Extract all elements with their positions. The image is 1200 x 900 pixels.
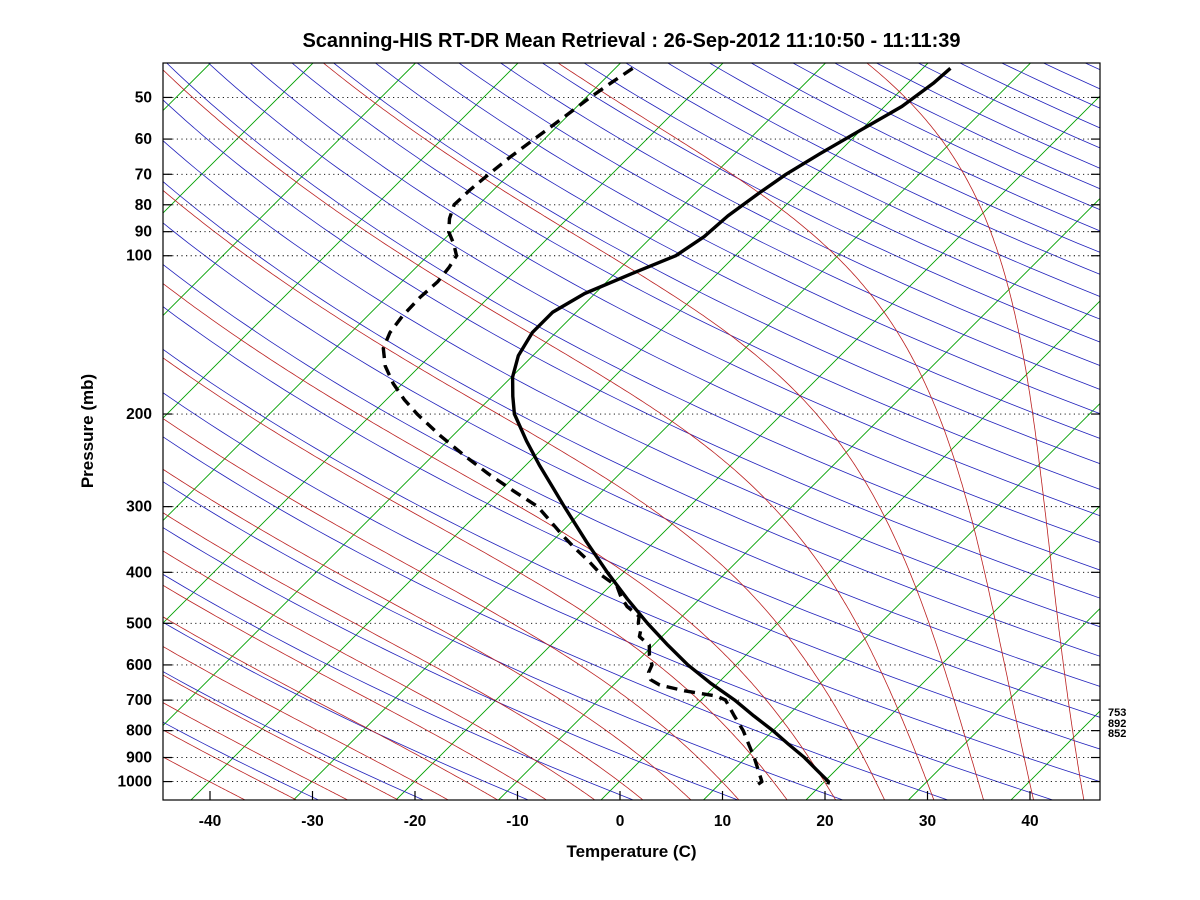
chart-title: Scanning-HIS RT-DR Mean Retrieval : 26-S… <box>302 30 961 52</box>
sounding-profiles <box>381 66 952 786</box>
annotation-value: 892 <box>1108 717 1127 730</box>
pressure-tick-label: 50 <box>135 89 152 106</box>
pressure-tick-label: 900 <box>126 750 152 767</box>
temperature-tick-label: -10 <box>506 813 528 830</box>
pressure-tick-label: 500 <box>126 615 152 632</box>
temperature-profile-line <box>510 67 952 785</box>
dewpoint-profile-line <box>381 66 764 786</box>
plot-area <box>163 63 1100 800</box>
pressure-tick-label: 70 <box>135 166 152 183</box>
dry-adiabat-lines <box>163 63 1100 800</box>
pressure-tick-label: 90 <box>135 224 152 241</box>
pressure-tick-label: 60 <box>135 131 152 148</box>
pressure-tick-label: 800 <box>126 723 152 740</box>
pressure-tick-label: 200 <box>126 406 152 423</box>
annotation-value: 852 <box>1108 728 1127 740</box>
temperature-tick-label: 10 <box>714 813 731 830</box>
pressure-tick-label: 100 <box>126 248 152 265</box>
pressure-tick-label: 400 <box>126 564 152 581</box>
temperature-tick-label: 40 <box>1021 813 1038 830</box>
temperature-tick-label: -40 <box>199 813 221 830</box>
axis-ticks-labels: 5060708090100200300400500600700800900100… <box>118 89 1100 830</box>
temperature-tick-label: 20 <box>816 813 833 830</box>
pressure-tick-label: 1000 <box>118 774 152 791</box>
temperature-tick-label: -20 <box>404 813 426 830</box>
pressure-tick-label: 80 <box>135 197 152 214</box>
pressure-tick-label: 700 <box>126 692 152 709</box>
isotherm-lines <box>163 63 1100 800</box>
temperature-tick-label: 30 <box>919 813 936 830</box>
annotation-value: 753 <box>1108 707 1127 719</box>
pressure-tick-label: 300 <box>126 499 152 516</box>
x-axis-label: Temperature (C) <box>566 842 697 861</box>
moist-adiabat-lines <box>163 63 1085 800</box>
temperature-tick-label: -30 <box>301 813 323 830</box>
plot-frame <box>162 62 1101 801</box>
temperature-tick-label: 0 <box>616 813 625 830</box>
right-edge-annotations: 753 892 852 <box>1108 708 1126 740</box>
pressure-tick-label: 600 <box>126 657 152 674</box>
